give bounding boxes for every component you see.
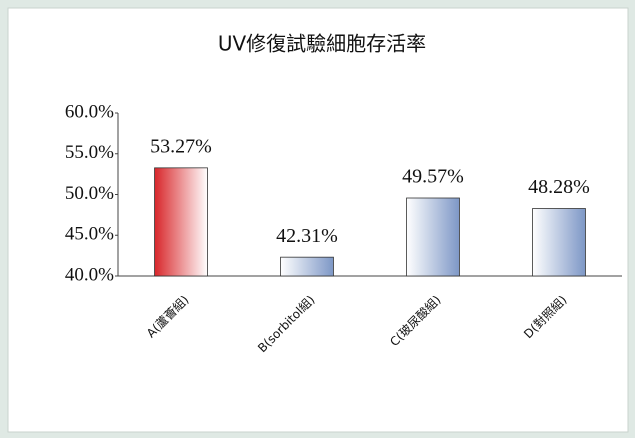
bar <box>532 208 586 277</box>
value-label: 42.31% <box>276 225 338 247</box>
bar <box>406 197 460 277</box>
panel <box>7 7 629 433</box>
y-tick-label: 45.0% <box>65 224 114 245</box>
y-tick-label: 40.0% <box>65 264 114 285</box>
y-tick-label: 60.0% <box>65 101 114 122</box>
value-label: 53.27% <box>150 135 212 157</box>
value-label: 49.57% <box>402 166 464 188</box>
bar <box>154 167 208 277</box>
bar <box>280 256 334 277</box>
y-tick-label: 50.0% <box>65 183 114 204</box>
y-tick-label: 55.0% <box>65 142 114 163</box>
value-label: 48.28% <box>528 176 590 198</box>
chart-title: UV修復試驗細胞存活率 <box>218 32 426 56</box>
